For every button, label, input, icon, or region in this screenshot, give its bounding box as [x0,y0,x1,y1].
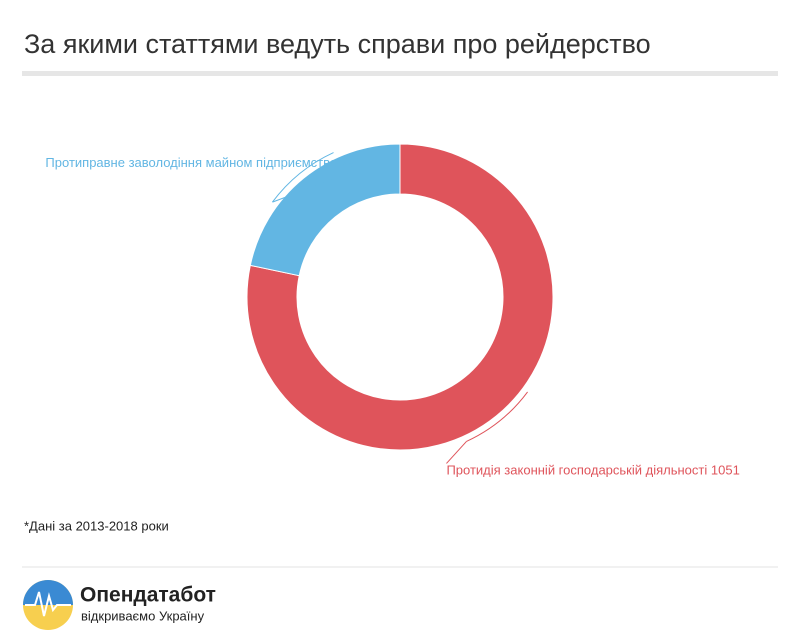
label-name: Протиправне заволодіння майном підприємс… [45,156,337,171]
logo-top [23,580,73,605]
label-name: Протидія законній господарській діяльнос… [446,463,707,478]
chart-title: За якими статтями ведуть справи про рейд… [24,29,651,59]
data-label: Протидія законній господарській діяльнос… [446,463,739,478]
logo-pulse [25,591,71,617]
label-value: 1051 [711,463,740,478]
label-value: 291 [341,156,363,171]
logo-tagline: відкриваємо Україну [81,608,205,623]
donut-segment [246,143,554,451]
donut: Протидія законній господарській діяльнос… [45,143,740,478]
data-label: Протиправне заволодіння майном підприємс… [45,156,362,171]
footnote: *Дані за 2013-2018 роки [24,518,169,533]
logo-name: Опендатабот [80,584,216,607]
donut-segment [249,143,401,277]
leader-line [272,171,353,203]
logo: Опендатабот відкриваємо Україну [23,580,216,630]
title-rule [22,71,778,76]
leader-line [446,441,467,464]
leader-line [272,152,334,203]
leader-line [466,391,528,442]
